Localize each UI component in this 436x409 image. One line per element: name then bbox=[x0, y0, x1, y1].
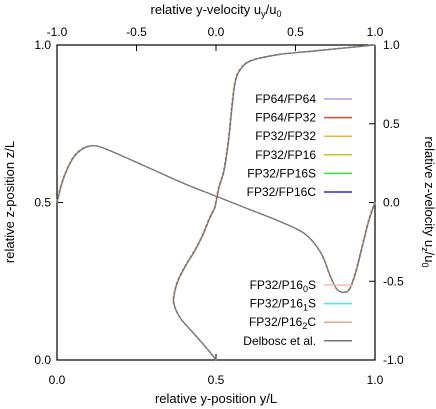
x-bottom-tick-label: 0.0 bbox=[49, 373, 66, 387]
legend-entry-label: FP32/P160S bbox=[250, 278, 316, 294]
x-top-tick-label: 1.0 bbox=[367, 25, 384, 39]
series-line-uz bbox=[56, 144, 375, 293]
x-top-tick-label: -1.0 bbox=[47, 25, 68, 39]
y-left-tick-label: 0.5 bbox=[34, 196, 51, 210]
y-left-tick-label: 0.0 bbox=[34, 353, 51, 367]
y-left-tick-label: 1.0 bbox=[34, 38, 51, 52]
x-bottom-tick-label: 1.0 bbox=[367, 373, 384, 387]
y-right-tick-label: 0.5 bbox=[383, 117, 400, 131]
x-bottom-tick-label: 0.5 bbox=[208, 373, 225, 387]
x-top-tick-label: 0.5 bbox=[287, 25, 304, 39]
y-right-tick-label: 1.0 bbox=[383, 38, 400, 52]
y-axis-left-label: relative z-position z/L bbox=[2, 141, 17, 263]
legend-entry-label: FP32/FP16S bbox=[247, 166, 316, 180]
y-axis-right-label: relative z-velocity uz/u0 bbox=[420, 137, 436, 268]
legend-entry-label: FP32/FP32 bbox=[255, 129, 316, 143]
series-line-uz bbox=[55, 144, 375, 293]
legend-entry-label: FP64/FP64 bbox=[255, 92, 316, 106]
x-top-tick-label: -0.5 bbox=[126, 25, 147, 39]
y-right-tick-label: -0.5 bbox=[383, 274, 404, 288]
legend-entry-label: Delbosc et al. bbox=[243, 334, 316, 348]
legend-entry-label: FP32/P161S bbox=[250, 297, 316, 313]
x-axis-bottom-label: relative y-position y/L bbox=[155, 391, 277, 406]
legend-entry-label: FP32/FP16C bbox=[247, 185, 317, 199]
series-line-uz bbox=[56, 145, 376, 293]
x-top-tick-label: 0.0 bbox=[208, 25, 225, 39]
legend-entry-label: FP32/P162C bbox=[249, 315, 316, 331]
y-right-tick-label: 0.0 bbox=[383, 196, 400, 210]
legend-entry-label: FP32/FP16 bbox=[255, 148, 316, 162]
legend-group: FP64/FP64 FP64/FP32 FP32/FP32 FP32/FP16 FP32… bbox=[243, 92, 352, 348]
curves-group bbox=[55, 44, 376, 361]
tick-labels-group: 0.0 0.5 1.00.00.51.0-1.0 -0.5 0.0 0.5 1.0-1.0-… bbox=[34, 25, 404, 387]
series-line-uz bbox=[56, 145, 376, 293]
legend-entry-label: FP64/FP32 bbox=[255, 111, 316, 125]
x-axis-top-label: relative y-velocity uy/u0 bbox=[151, 2, 282, 19]
series-line-uy bbox=[172, 44, 376, 361]
y-right-tick-label: -1.0 bbox=[383, 353, 404, 367]
